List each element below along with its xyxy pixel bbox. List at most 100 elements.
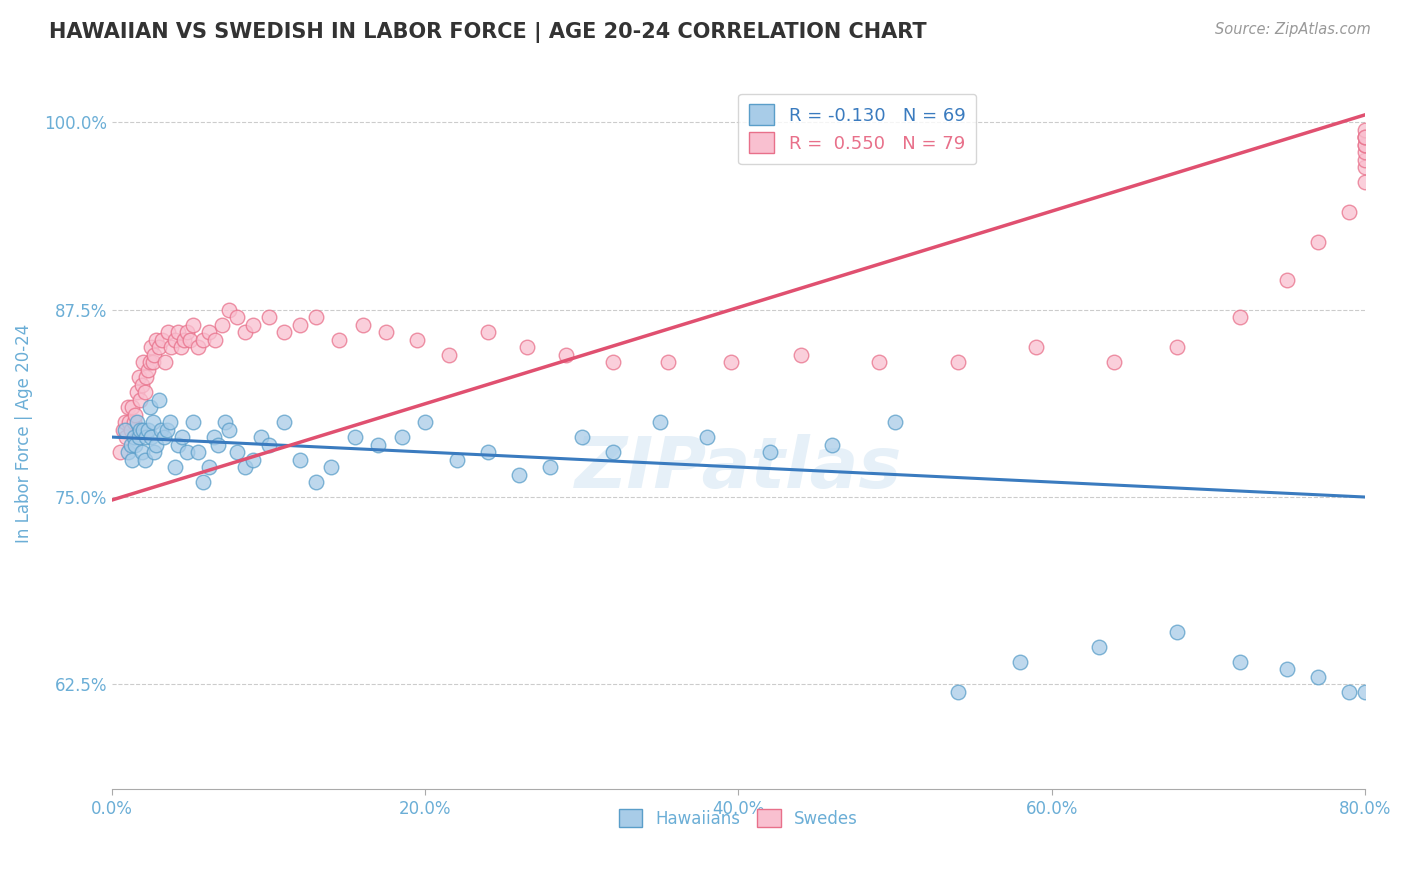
- Point: [226, 445, 249, 459]
- Point: [135, 430, 157, 444]
- Point: [1306, 670, 1329, 684]
- Point: [790, 348, 813, 362]
- Point: [150, 333, 173, 347]
- Point: [1166, 624, 1188, 639]
- Point: [118, 415, 141, 429]
- Point: [758, 445, 780, 459]
- Point: [273, 415, 295, 429]
- Point: [1354, 130, 1376, 145]
- Point: [375, 325, 398, 339]
- Point: [134, 385, 156, 400]
- Point: [343, 430, 366, 444]
- Point: [571, 430, 593, 444]
- Point: [129, 423, 152, 437]
- Point: [117, 445, 139, 459]
- Point: [257, 310, 280, 325]
- Point: [132, 355, 155, 369]
- Point: [1354, 130, 1376, 145]
- Point: [720, 355, 742, 369]
- Point: [152, 430, 174, 444]
- Point: [173, 333, 195, 347]
- Point: [114, 423, 136, 437]
- Point: [946, 685, 969, 699]
- Point: [138, 355, 160, 369]
- Point: [352, 318, 374, 332]
- Point: [148, 340, 170, 354]
- Point: [242, 452, 264, 467]
- Point: [136, 423, 159, 437]
- Point: [148, 392, 170, 407]
- Point: [211, 318, 233, 332]
- Point: [233, 460, 256, 475]
- Point: [1010, 655, 1032, 669]
- Point: [696, 430, 718, 444]
- Point: [602, 445, 624, 459]
- Point: [602, 355, 624, 369]
- Point: [145, 333, 167, 347]
- Point: [143, 445, 166, 459]
- Point: [1339, 205, 1361, 219]
- Text: HAWAIIAN VS SWEDISH IN LABOR FORCE | AGE 20-24 CORRELATION CHART: HAWAIIAN VS SWEDISH IN LABOR FORCE | AGE…: [49, 22, 927, 44]
- Point: [121, 452, 143, 467]
- Point: [226, 310, 249, 325]
- Point: [143, 348, 166, 362]
- Point: [946, 355, 969, 369]
- Point: [321, 460, 343, 475]
- Point: [1354, 175, 1376, 189]
- Point: [179, 333, 201, 347]
- Point: [187, 445, 209, 459]
- Point: [1354, 123, 1376, 137]
- Point: [1229, 655, 1251, 669]
- Point: [1354, 161, 1376, 175]
- Point: [122, 430, 145, 444]
- Point: [233, 325, 256, 339]
- Point: [884, 415, 907, 429]
- Point: [156, 423, 179, 437]
- Point: [142, 415, 165, 429]
- Point: [477, 325, 499, 339]
- Point: [183, 318, 205, 332]
- Point: [257, 437, 280, 451]
- Point: [657, 355, 679, 369]
- Point: [1354, 145, 1376, 160]
- Point: [437, 348, 460, 362]
- Point: [120, 423, 142, 437]
- Point: [304, 475, 326, 489]
- Point: [1354, 137, 1376, 152]
- Point: [273, 325, 295, 339]
- Point: [198, 460, 221, 475]
- Point: [1166, 340, 1188, 354]
- Point: [304, 310, 326, 325]
- Point: [125, 415, 148, 429]
- Point: [129, 392, 152, 407]
- Point: [166, 437, 188, 451]
- Point: [207, 437, 229, 451]
- Point: [160, 340, 183, 354]
- Point: [868, 355, 890, 369]
- Point: [187, 340, 209, 354]
- Point: [125, 385, 148, 400]
- Point: [139, 340, 162, 354]
- Point: [1087, 640, 1109, 654]
- Point: [1339, 685, 1361, 699]
- Point: [135, 370, 157, 384]
- Text: Source: ZipAtlas.com: Source: ZipAtlas.com: [1215, 22, 1371, 37]
- Point: [516, 340, 538, 354]
- Point: [131, 377, 153, 392]
- Point: [149, 423, 172, 437]
- Point: [204, 333, 226, 347]
- Point: [540, 460, 562, 475]
- Text: ZIPatlas: ZIPatlas: [575, 434, 903, 503]
- Point: [124, 408, 146, 422]
- Point: [508, 467, 530, 482]
- Point: [176, 325, 198, 339]
- Point: [191, 333, 214, 347]
- Point: [128, 430, 150, 444]
- Point: [1354, 137, 1376, 152]
- Point: [124, 437, 146, 451]
- Point: [111, 423, 134, 437]
- Point: [114, 415, 136, 429]
- Point: [391, 430, 413, 444]
- Point: [555, 348, 578, 362]
- Point: [1354, 130, 1376, 145]
